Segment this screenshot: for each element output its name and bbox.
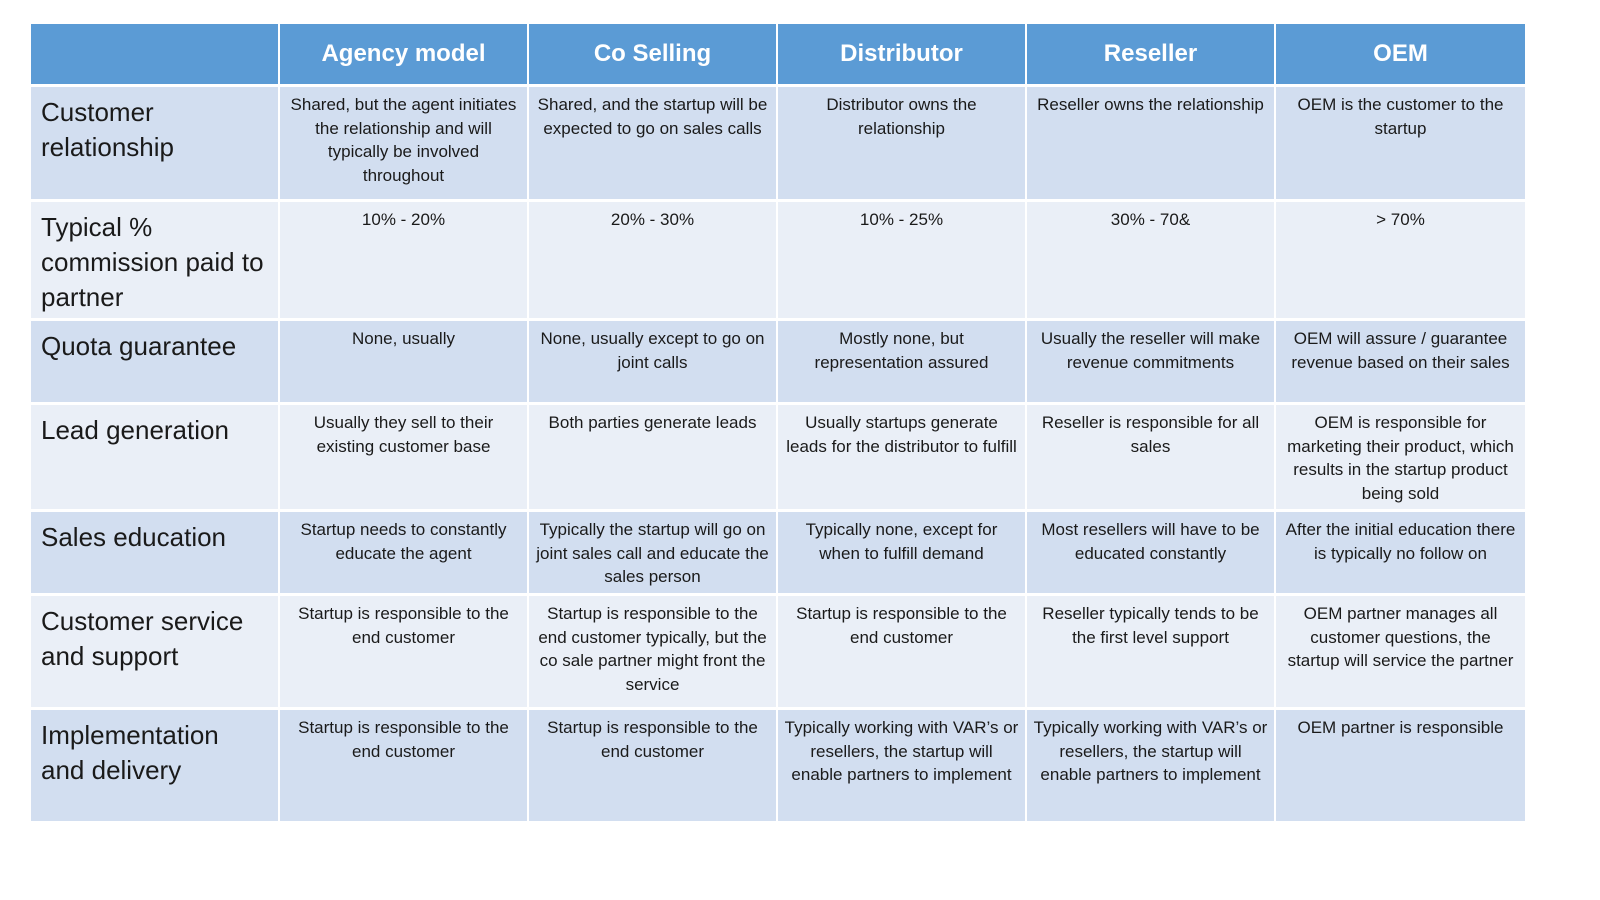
table-row: Quota guarantee None, usually None, usua… bbox=[31, 321, 1525, 405]
partner-models-table: Agency model Co Selling Distributor Rese… bbox=[31, 24, 1525, 824]
table-row: Typical % commission paid to partner 10%… bbox=[31, 202, 1525, 321]
table-cell: After the initial education there is typ… bbox=[1276, 512, 1525, 596]
table-cell: Both parties generate leads bbox=[529, 405, 778, 512]
table-cell: Typically the startup will go on joint s… bbox=[529, 512, 778, 596]
table-cell: > 70% bbox=[1276, 202, 1525, 321]
table-cell: Mostly none, but representation assured bbox=[778, 321, 1027, 405]
table-cell: 10% - 25% bbox=[778, 202, 1027, 321]
table-cell: Reseller is responsible for all sales bbox=[1027, 405, 1276, 512]
row-label-customer-service: Customer service and support bbox=[31, 596, 280, 710]
table-row: Lead generation Usually they sell to the… bbox=[31, 405, 1525, 512]
table-cell: Startup is responsible to the end custom… bbox=[280, 710, 529, 824]
table-cell: Usually they sell to their existing cust… bbox=[280, 405, 529, 512]
row-label-commission: Typical % commission paid to partner bbox=[31, 202, 280, 321]
table-cell: OEM partner manages all customer questio… bbox=[1276, 596, 1525, 710]
table-cell: Startup is responsible to the end custom… bbox=[778, 596, 1027, 710]
table-cell: 10% - 20% bbox=[280, 202, 529, 321]
table-cell: Reseller owns the relationship bbox=[1027, 87, 1276, 202]
row-label-quota-guarantee: Quota guarantee bbox=[31, 321, 280, 405]
table-cell: OEM will assure / guarantee revenue base… bbox=[1276, 321, 1525, 405]
header-corner-cell bbox=[31, 24, 280, 87]
table-cell: Startup is responsible to the end custom… bbox=[280, 596, 529, 710]
table-cell: 30% - 70& bbox=[1027, 202, 1276, 321]
table-cell: Startup is responsible to the end custom… bbox=[529, 710, 778, 824]
header-reseller: Reseller bbox=[1027, 24, 1276, 87]
table-cell: Shared, but the agent initiates the rela… bbox=[280, 87, 529, 202]
header-oem: OEM bbox=[1276, 24, 1525, 87]
table-cell: Usually startups generate leads for the … bbox=[778, 405, 1027, 512]
table-cell: OEM is responsible for marketing their p… bbox=[1276, 405, 1525, 512]
table-cell: Typically working with VAR’s or reseller… bbox=[1027, 710, 1276, 824]
row-label-implementation: Implementation and delivery bbox=[31, 710, 280, 824]
table-cell: None, usually bbox=[280, 321, 529, 405]
table-cell: Shared, and the startup will be expected… bbox=[529, 87, 778, 202]
table-cell: Distributor owns the relationship bbox=[778, 87, 1027, 202]
row-label-sales-education: Sales education bbox=[31, 512, 280, 596]
header-agency-model: Agency model bbox=[280, 24, 529, 87]
header-row: Agency model Co Selling Distributor Rese… bbox=[31, 24, 1525, 87]
header-co-selling: Co Selling bbox=[529, 24, 778, 87]
table-cell: OEM is the customer to the startup bbox=[1276, 87, 1525, 202]
table-cell: Reseller typically tends to be the first… bbox=[1027, 596, 1276, 710]
table-row: Implementation and delivery Startup is r… bbox=[31, 710, 1525, 824]
table-cell: Typically working with VAR’s or reseller… bbox=[778, 710, 1027, 824]
table-row: Customer service and support Startup is … bbox=[31, 596, 1525, 710]
table-cell: Usually the reseller will make revenue c… bbox=[1027, 321, 1276, 405]
table-cell: None, usually except to go on joint call… bbox=[529, 321, 778, 405]
table-cell: Most resellers will have to be educated … bbox=[1027, 512, 1276, 596]
table-cell: Startup needs to constantly educate the … bbox=[280, 512, 529, 596]
row-label-customer-relationship: Customer relationship bbox=[31, 87, 280, 202]
row-label-lead-generation: Lead generation bbox=[31, 405, 280, 512]
table-cell: Typically none, except for when to fulfi… bbox=[778, 512, 1027, 596]
table-cell: 20% - 30% bbox=[529, 202, 778, 321]
partner-models-table-wrapper: Agency model Co Selling Distributor Rese… bbox=[31, 24, 1525, 824]
table-cell: OEM partner is responsible bbox=[1276, 710, 1525, 824]
header-distributor: Distributor bbox=[778, 24, 1027, 87]
table-cell: Startup is responsible to the end custom… bbox=[529, 596, 778, 710]
table-row: Sales education Startup needs to constan… bbox=[31, 512, 1525, 596]
table-row: Customer relationship Shared, but the ag… bbox=[31, 87, 1525, 202]
